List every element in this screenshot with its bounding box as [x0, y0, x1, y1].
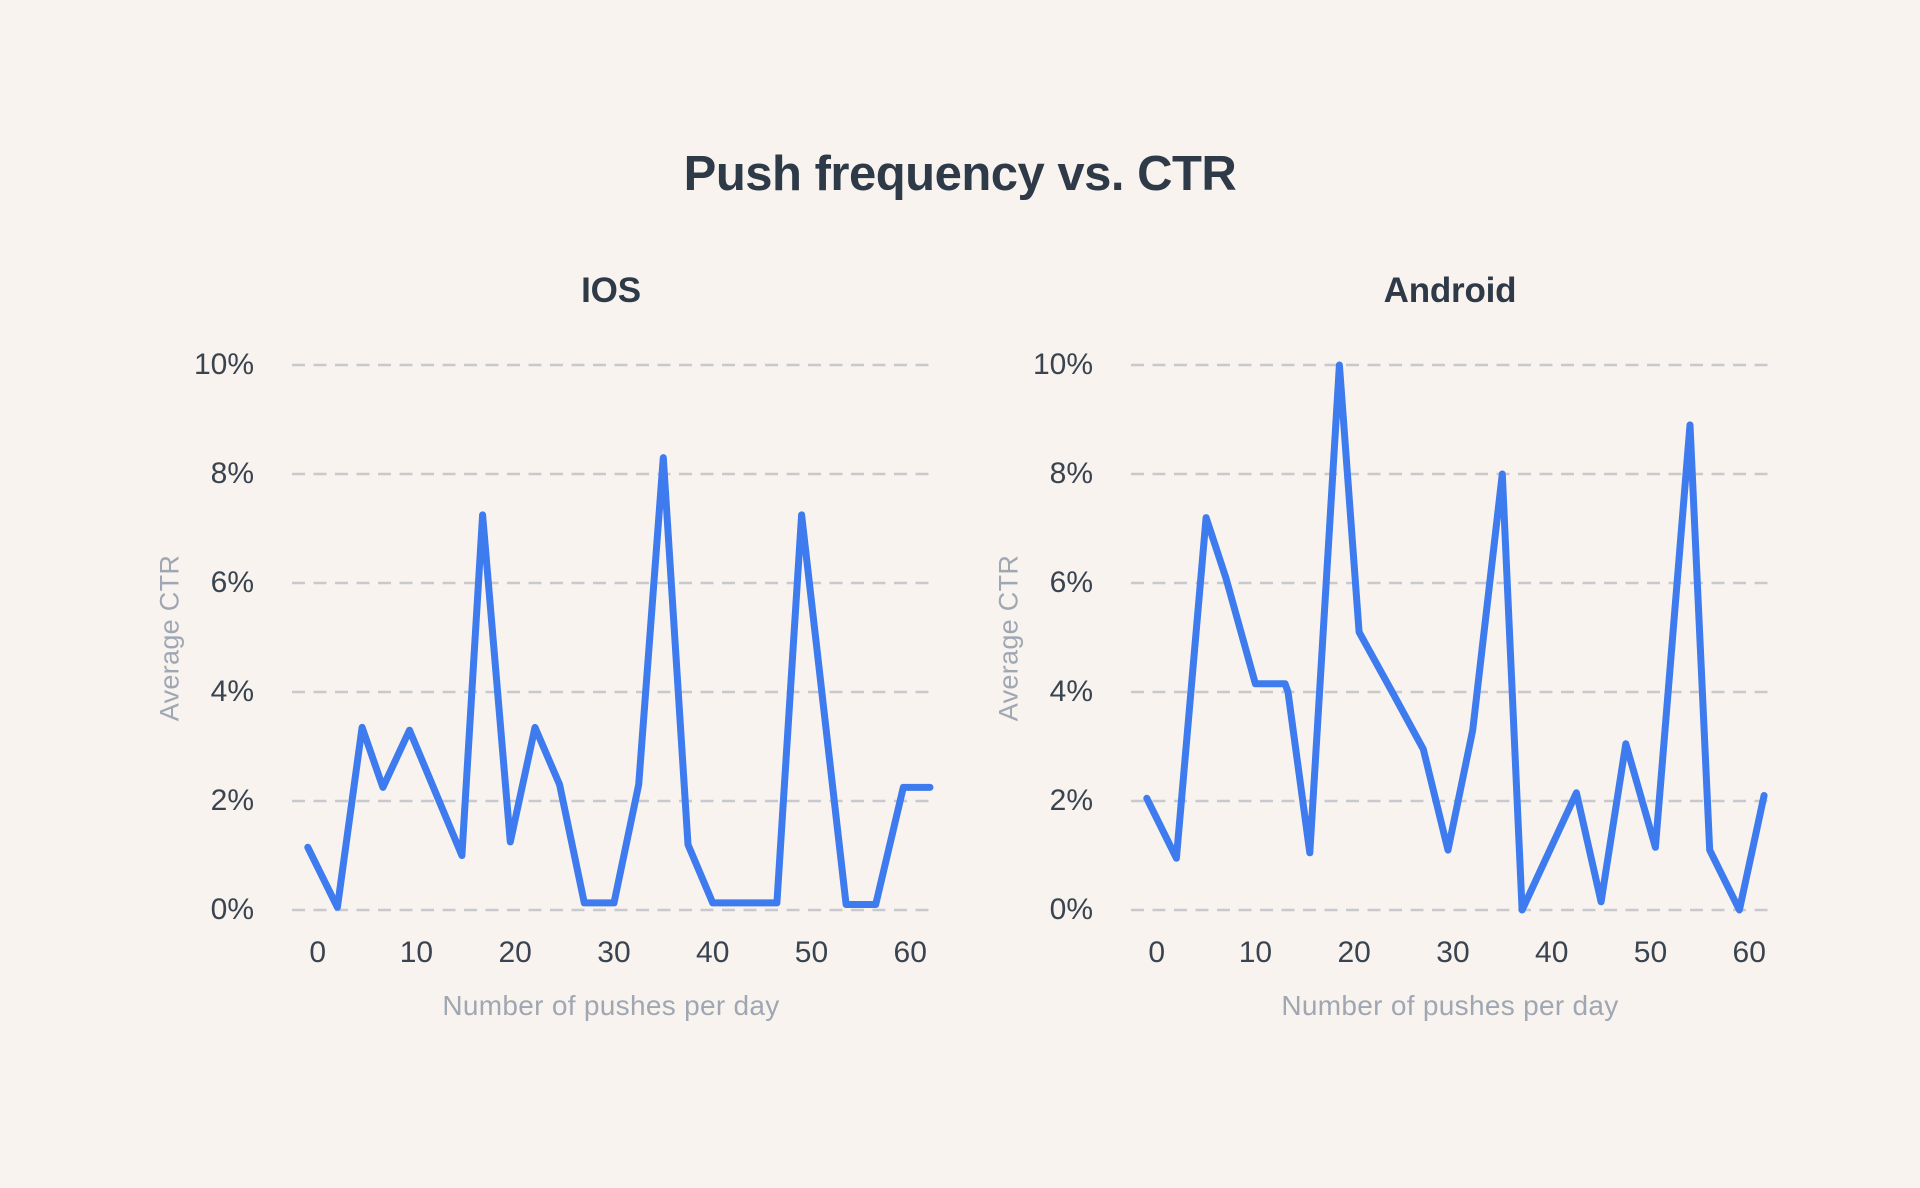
x-tick-label: 0: [309, 936, 327, 969]
y-tick-label: 10%: [1032, 348, 1093, 381]
page-title: Push frequency vs. CTR: [683, 147, 1237, 201]
line-plot-ios: [292, 363, 934, 912]
line-plot-android: [1131, 361, 1769, 914]
x-tick-label: 30: [597, 936, 631, 969]
y-tick-label: 10%: [193, 348, 254, 381]
x-tick-label: 20: [1337, 936, 1371, 969]
y-tick-label: 4%: [210, 675, 254, 708]
x-tick-label: 30: [1436, 936, 1470, 969]
x-tick-label: 10: [1238, 936, 1273, 969]
data-line: [304, 454, 934, 911]
x-axis-title: Number of pushes per day: [1281, 990, 1619, 1021]
x-tick-label: 60: [1732, 936, 1766, 969]
y-tick-label: 6%: [1049, 566, 1093, 599]
x-tick-label: 50: [794, 936, 829, 969]
chart-android: Android Average CTR Number of pushes per…: [994, 271, 1769, 1021]
data-line: [1143, 361, 1768, 914]
x-axis-title: Number of pushes per day: [442, 990, 780, 1021]
x-tick-label: 60: [893, 936, 927, 969]
chart-ios: IOS Average CTR Number of pushes per day…: [155, 271, 934, 1021]
y-tick-label: 8%: [1049, 457, 1093, 490]
x-tick-label: 20: [498, 936, 532, 969]
y-tick-label: 8%: [210, 457, 254, 490]
y-tick-label: 2%: [1049, 784, 1093, 817]
y-tick-label: 4%: [1049, 675, 1093, 708]
x-tick-label: 40: [1535, 936, 1569, 969]
y-tick-label: 6%: [210, 566, 254, 599]
x-tick-label: 0: [1148, 936, 1166, 969]
y-tick-label: 0%: [1049, 893, 1093, 926]
y-tick-label: 2%: [210, 784, 254, 817]
chart-ios-subtitle: IOS: [581, 271, 641, 310]
x-tick-label: 40: [696, 936, 730, 969]
chart-android-subtitle: Android: [1383, 271, 1517, 310]
x-tick-label: 10: [399, 936, 434, 969]
x-tick-label: 50: [1633, 936, 1668, 969]
y-tick-label: 0%: [210, 893, 254, 926]
